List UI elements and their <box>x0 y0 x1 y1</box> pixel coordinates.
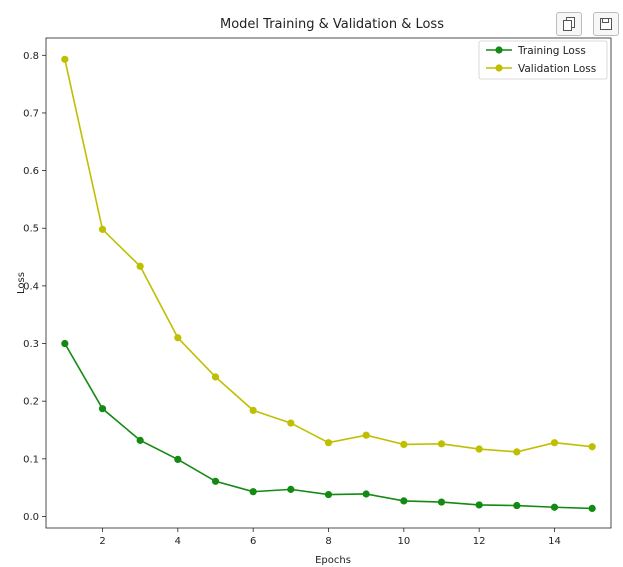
data-point-validation <box>61 55 69 63</box>
data-point-training <box>588 504 596 512</box>
data-point-validation <box>437 440 446 448</box>
x-tick-label: 14 <box>548 536 561 547</box>
data-point-training <box>249 488 257 496</box>
data-point-validation <box>211 373 220 381</box>
data-point-validation <box>475 445 483 453</box>
data-point-training <box>550 503 559 511</box>
x-tick-label: 8 <box>325 536 331 547</box>
y-tick-label: 0.8 <box>23 51 39 62</box>
legend: Training Loss Validation Loss <box>478 40 608 80</box>
x-tick-label: 6 <box>250 536 256 547</box>
chart-title: Model Training & Validation & Loss <box>220 17 444 32</box>
data-point-validation <box>362 431 370 439</box>
plot-frame <box>45 37 612 529</box>
series-line-validation <box>64 59 593 453</box>
data-point-validation <box>400 440 408 449</box>
data-point-training <box>174 455 182 463</box>
y-tick-label: 0.7 <box>23 108 39 119</box>
data-point-training <box>211 477 220 485</box>
y-axis-ticks: 0.0 0.1 0.2 0.3 0.4 0.5 0.6 0.7 0.8 <box>23 51 46 523</box>
legend-marker-validation <box>495 64 503 72</box>
x-tick-label: 12 <box>473 536 486 547</box>
y-tick-label: 0.1 <box>23 454 39 465</box>
data-point-training <box>475 501 483 509</box>
y-tick-label: 0.3 <box>23 339 39 350</box>
legend-label-training: Training Loss <box>517 45 586 57</box>
x-axis-label: Epochs <box>315 555 351 566</box>
x-tick-label: 4 <box>175 536 181 547</box>
copy-icon <box>563 17 575 31</box>
data-point-validation <box>174 334 182 342</box>
data-point-training <box>362 490 370 498</box>
y-tick-label: 0.2 <box>23 397 39 408</box>
x-axis-ticks: 2 4 6 8 10 12 14 <box>99 528 561 547</box>
legend-label-validation: Validation Loss <box>518 63 596 75</box>
data-point-training <box>324 490 333 499</box>
y-tick-label: 0.4 <box>23 281 39 292</box>
save-button[interactable] <box>593 12 619 36</box>
data-point-validation <box>324 439 333 447</box>
copy-button[interactable] <box>556 12 582 36</box>
data-point-training <box>61 339 69 348</box>
y-tick-label: 0.6 <box>23 166 39 177</box>
series-layer <box>61 55 596 512</box>
save-icon <box>600 18 612 30</box>
data-point-training <box>437 498 446 506</box>
data-point-training <box>400 497 408 505</box>
x-tick-label: 10 <box>397 536 410 547</box>
data-point-training <box>136 436 144 444</box>
data-point-training <box>98 405 107 413</box>
series-line-training <box>64 343 593 510</box>
data-point-validation <box>249 406 257 414</box>
data-point-validation <box>588 443 596 451</box>
data-point-validation <box>513 448 521 456</box>
data-point-validation <box>136 262 144 270</box>
data-point-validation <box>98 225 107 233</box>
data-point-validation <box>550 439 559 447</box>
y-axis-label: Loss <box>16 272 27 294</box>
data-point-training <box>513 501 521 510</box>
y-tick-label: 0.5 <box>23 224 39 235</box>
y-tick-label: 0.0 <box>23 512 39 523</box>
x-tick-label: 2 <box>99 536 105 547</box>
data-point-validation <box>287 419 295 427</box>
legend-marker-training <box>495 46 503 54</box>
data-point-training <box>287 485 295 493</box>
